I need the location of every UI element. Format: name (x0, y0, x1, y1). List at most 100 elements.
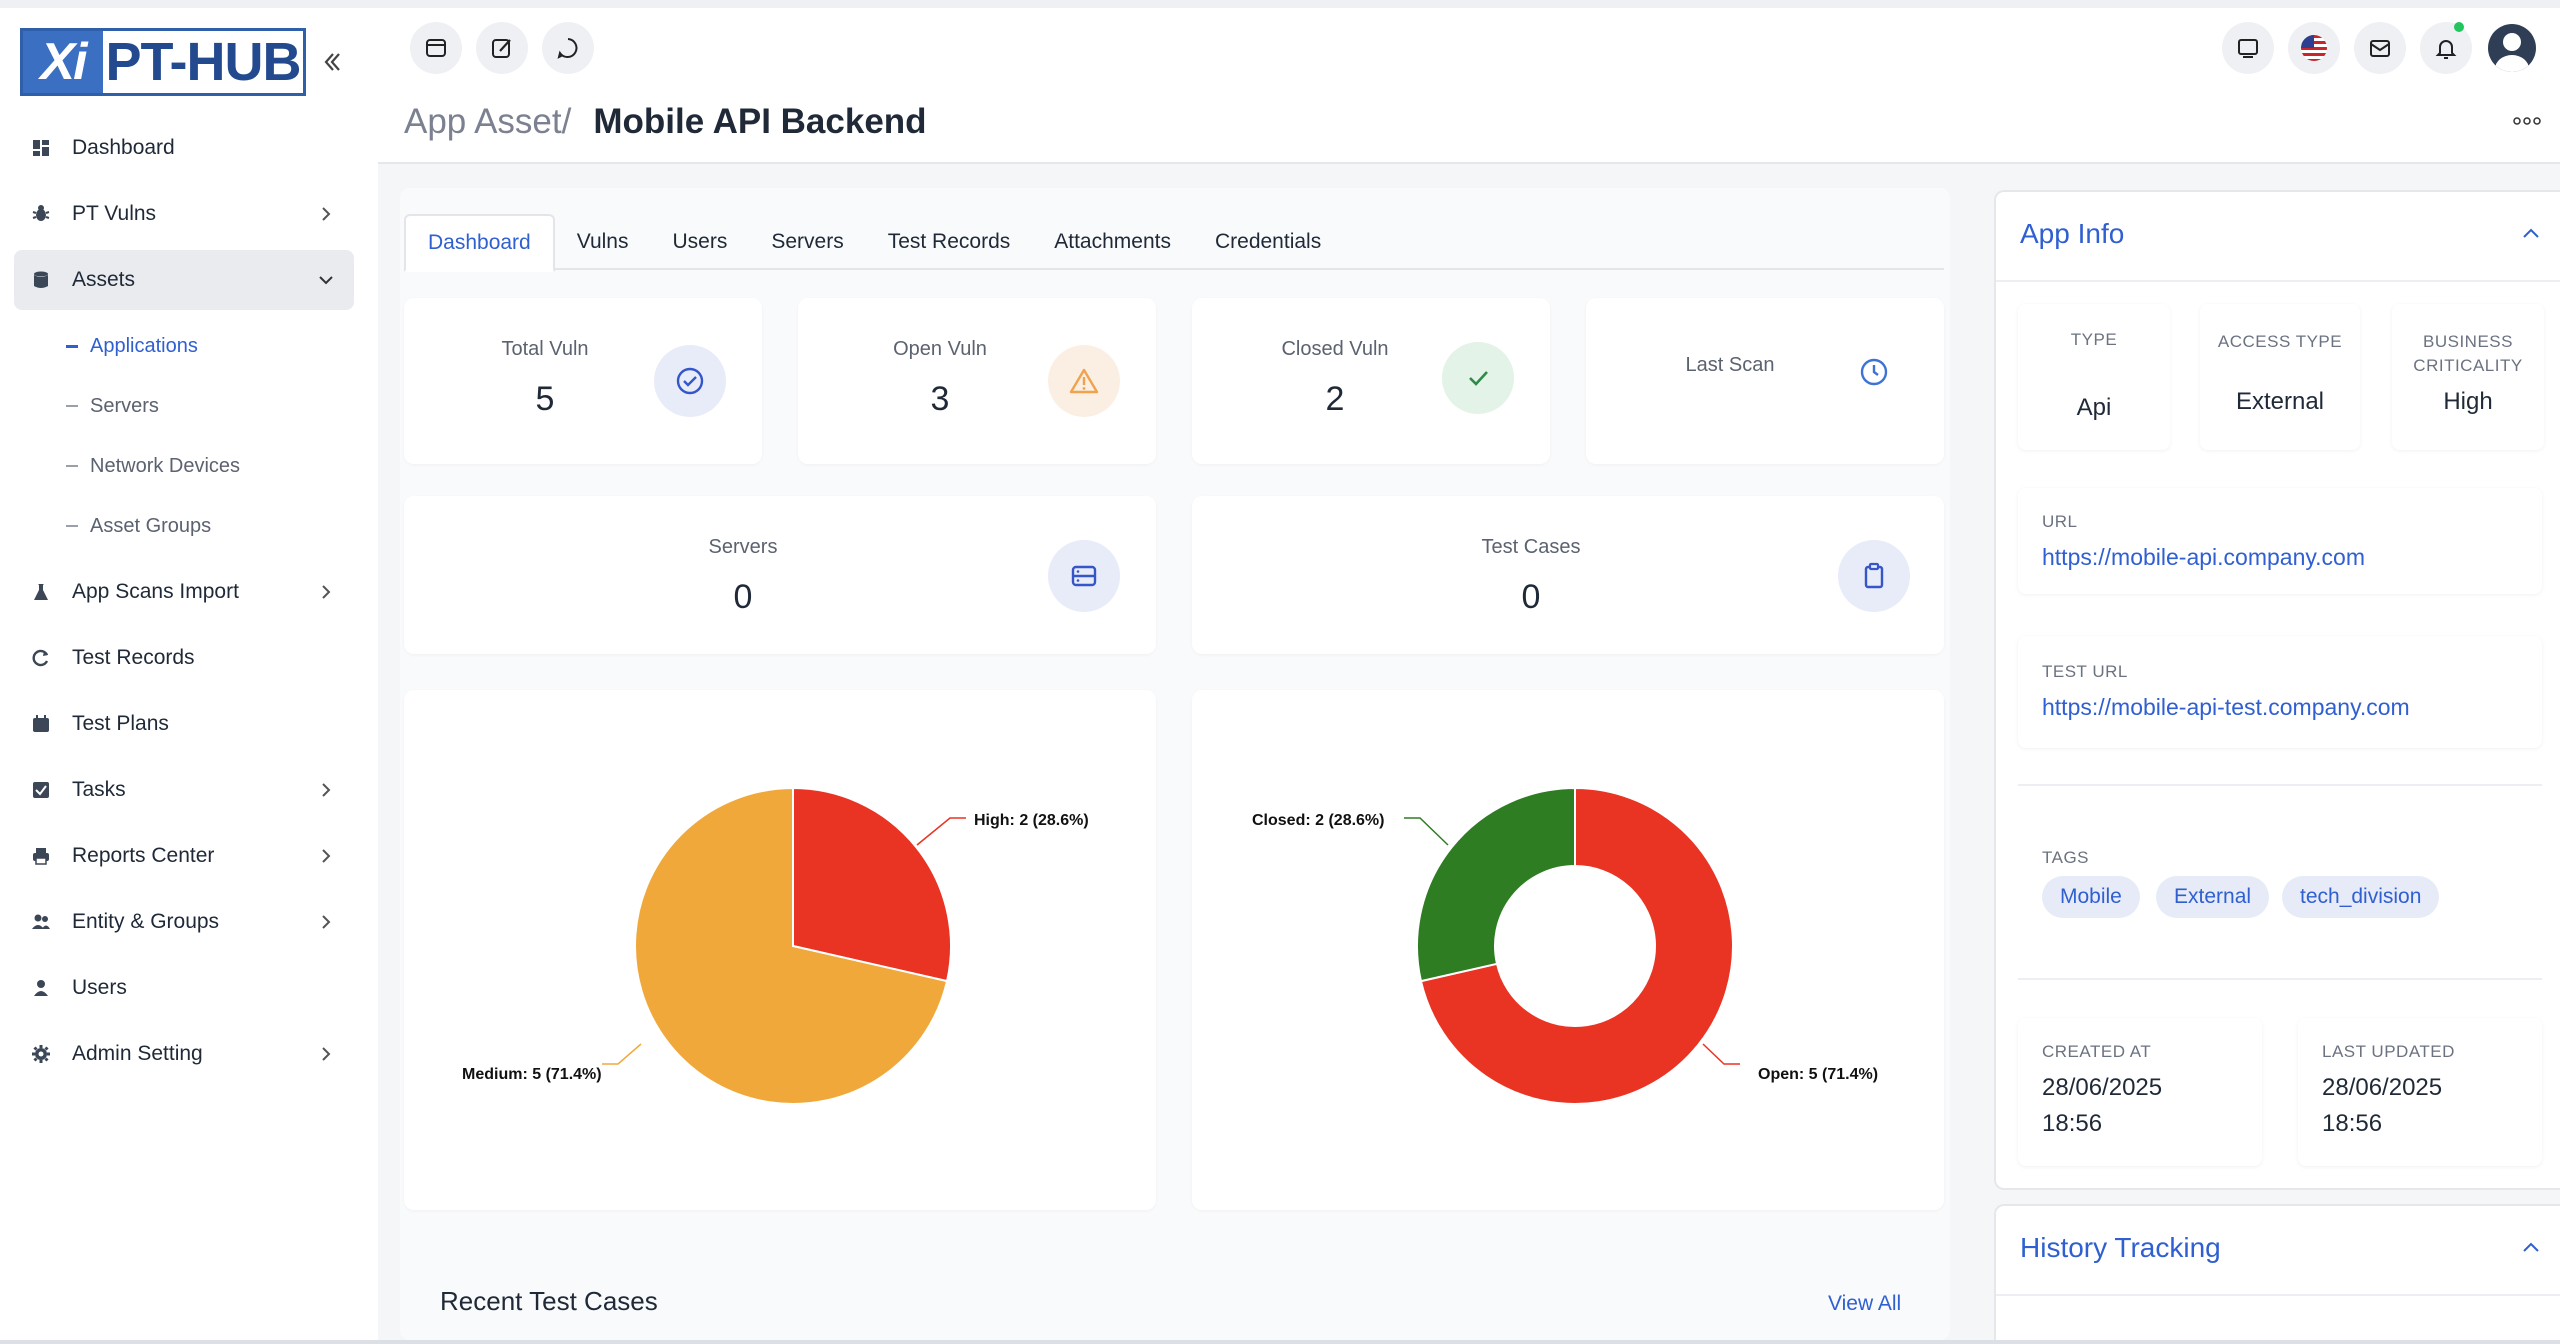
tab-dashboard[interactable]: Dashboard (404, 214, 555, 272)
sidebar-item-users[interactable]: Users (14, 958, 354, 1018)
updated-card (2298, 1018, 2542, 1166)
chat-icon[interactable] (542, 22, 594, 74)
sidebar-item-label: Reports Center (72, 844, 215, 867)
sidebar-item-tasks[interactable]: Tasks (14, 760, 354, 820)
chevron-up-icon[interactable] (2520, 1240, 2542, 1256)
sidebar-item-dashboard[interactable]: Dashboard (14, 118, 354, 178)
more-options-icon[interactable] (2512, 114, 2542, 128)
leader-line-high (916, 817, 966, 846)
updated-label: LAST UPDATED (2322, 1042, 2455, 1061)
stat-card-servers (404, 496, 1156, 654)
clock-icon (1838, 336, 1910, 408)
sidebar-item-admin-setting[interactable]: Admin Setting (14, 1024, 354, 1084)
us-flag-icon[interactable] (2288, 22, 2340, 74)
stat-title: Open Vuln (893, 338, 987, 360)
monitor-icon[interactable] (2222, 22, 2274, 74)
tab-vulns[interactable]: Vulns (576, 230, 629, 253)
gear-icon (30, 1043, 52, 1065)
url-card (2018, 488, 2542, 594)
access-type-card (2200, 304, 2360, 450)
type-label: TYPE (2070, 330, 2118, 349)
users-icon (30, 911, 52, 933)
history-tracking-title[interactable]: History Tracking (2020, 1232, 2221, 1263)
stat-title: Servers (708, 536, 778, 558)
pie-slice-closed[interactable] (1416, 786, 1576, 983)
type-card (2018, 304, 2170, 450)
criticality-value: High (2443, 388, 2493, 415)
criticality-card (2392, 304, 2544, 450)
collapse-sidebar-icon[interactable] (318, 48, 346, 76)
sidebar-item-test-records[interactable]: Test Records (14, 628, 354, 688)
sidebar-item-label: PT Vulns (72, 202, 157, 225)
subitem-label: Servers (90, 394, 159, 417)
sidebar-subitem-servers[interactable]: Servers (14, 376, 354, 436)
pie-slice-medium[interactable] (634, 786, 949, 1105)
top-bar (378, 8, 2560, 94)
sidebar-item-label: Admin Setting (72, 1042, 203, 1065)
subitem-label: Network Devices (90, 454, 241, 477)
severity-chart-card (404, 690, 1156, 1210)
status-chart-card (1192, 690, 1944, 1210)
pie-label-high: High: 2 (28.6%) (974, 812, 1089, 829)
tag-chip[interactable]: Mobile (2042, 876, 2140, 918)
chevron-right-icon (316, 1044, 336, 1064)
user-icon (30, 977, 52, 999)
test-url-link[interactable]: https://mobile-api-test.company.com (2042, 694, 2410, 720)
edit-icon[interactable] (476, 22, 528, 74)
severity-pie-chart (602, 786, 966, 1105)
dashboard-icon (30, 137, 52, 159)
criticality-label: BUSINESS CRITICALITY (2413, 332, 2523, 375)
calendar-icon[interactable] (410, 22, 462, 74)
tab-test-records[interactable]: Test Records (887, 230, 1011, 253)
type-value: Api (2076, 394, 2112, 421)
chevron-up-icon[interactable] (2520, 226, 2542, 242)
subitem-label: Applications (90, 334, 198, 357)
leader-line-closed (1404, 817, 1449, 846)
tab-bar: Dashboard Vulns Users Servers Test Recor… (404, 214, 1944, 272)
avatar[interactable] (2486, 22, 2538, 74)
breadcrumb-parent[interactable]: App Asset/ (404, 102, 572, 141)
sidebar-item-assets[interactable]: Assets (14, 250, 354, 310)
sidebar-item-test-plans[interactable]: Test Plans (14, 694, 354, 754)
database-icon (30, 269, 52, 291)
view-all-link[interactable]: View All (1828, 1292, 1902, 1315)
pie-slice-open[interactable] (1419, 786, 1734, 1105)
sidebar-subitem-applications[interactable]: Applications (14, 316, 354, 376)
pie-label-closed: Closed: 2 (28.6%) (1252, 812, 1385, 829)
mail-icon[interactable] (2354, 22, 2406, 74)
url-label: URL (2042, 512, 2078, 531)
pie-slice-high[interactable] (792, 786, 952, 983)
stat-value: 5 (535, 380, 555, 418)
page-header (378, 94, 2560, 164)
divider (2018, 978, 2542, 980)
tab-users[interactable]: Users (672, 230, 728, 253)
tab-credentials[interactable]: Credentials (1214, 230, 1322, 253)
url-link[interactable]: https://mobile-api.company.com (2042, 544, 2365, 570)
chevron-right-icon (316, 846, 336, 866)
created-card (2018, 1018, 2262, 1166)
bell-icon[interactable] (2420, 22, 2472, 74)
sidebar-item-reports-center[interactable]: Reports Center (14, 826, 354, 886)
created-date: 28/06/2025 (2042, 1074, 2163, 1101)
tag-chip[interactable]: tech_division (2282, 876, 2440, 918)
stat-value: 3 (930, 380, 950, 418)
checkmark-icon (1442, 342, 1514, 414)
sidebar-nav: Dashboard PT Vulns Assets Applications S… (14, 118, 354, 1090)
tab-attachments[interactable]: Attachments (1054, 230, 1171, 253)
check-circle-icon (654, 345, 726, 417)
checkbox-icon (30, 779, 52, 801)
flask-icon (30, 581, 52, 603)
sidebar-item-entity-groups[interactable]: Entity & Groups (14, 892, 354, 952)
sidebar-subitem-asset-groups[interactable]: Asset Groups (14, 496, 354, 556)
sidebar-subitem-network-devices[interactable]: Network Devices (14, 436, 354, 496)
sidebar-item-pt-vulns[interactable]: PT Vulns (14, 184, 354, 244)
tab-servers[interactable]: Servers (771, 230, 844, 253)
stat-card-test-cases (1192, 496, 1944, 654)
logo-mark: Xi (23, 31, 103, 93)
sidebar-item-app-scans-import[interactable]: App Scans Import (14, 562, 354, 622)
created-time: 18:56 (2042, 1110, 2103, 1137)
tag-chip[interactable]: External (2156, 876, 2270, 918)
app-logo[interactable]: Xi PT-HUB (20, 28, 306, 96)
app-info-title[interactable]: App Info (2020, 218, 2125, 249)
calendar-icon (30, 713, 52, 735)
